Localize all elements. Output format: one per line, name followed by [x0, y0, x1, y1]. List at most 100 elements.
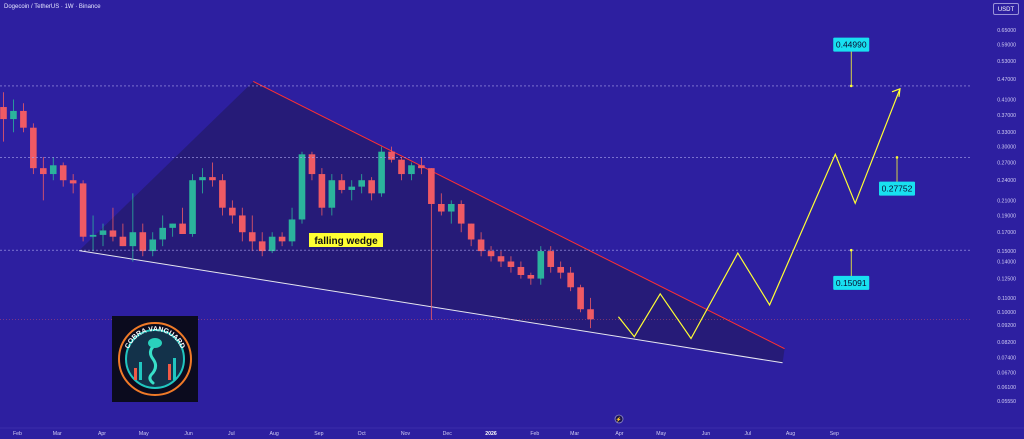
pattern-label-text: falling wedge	[314, 236, 378, 247]
candle-body	[189, 180, 196, 235]
candle-body	[487, 251, 495, 257]
target-anchor-dot	[849, 248, 853, 252]
event-marker-icon[interactable]	[614, 414, 624, 424]
price-tick-label: 0.06700	[997, 371, 1016, 377]
candle	[0, 92, 7, 142]
currency-button[interactable]: USDT	[993, 3, 1019, 15]
event-marker[interactable]: ⚡	[614, 414, 624, 424]
candle	[149, 232, 157, 257]
time-axis[interactable]: '25FebMarAprMayJunJulAugSepOctNovDec2026…	[0, 427, 1024, 437]
candle	[438, 193, 445, 216]
time-tick-label: Feb	[13, 431, 22, 437]
candle-body	[248, 232, 256, 242]
candle-body	[398, 159, 405, 175]
candle	[248, 215, 256, 252]
candle-body	[79, 183, 87, 237]
candle	[537, 246, 545, 285]
target-callout[interactable]: 0.44990	[833, 37, 870, 88]
candle	[30, 123, 37, 175]
candle-body	[149, 239, 157, 252]
target-box	[833, 37, 870, 52]
candle	[209, 162, 216, 187]
candle	[229, 200, 236, 224]
candle	[587, 297, 594, 329]
candle	[40, 156, 47, 201]
candle	[79, 180, 87, 242]
candle-body	[447, 203, 455, 212]
projection-path[interactable]	[617, 88, 901, 340]
candle	[408, 162, 415, 181]
candle	[477, 232, 485, 257]
candle	[268, 232, 276, 254]
candle	[10, 99, 17, 133]
price-tick-label: 0.17000	[997, 230, 1016, 236]
logo-bars	[134, 358, 176, 380]
candles-layer	[0, 92, 594, 329]
target-label: 0.15091	[836, 278, 867, 288]
price-tick-label: 0.41000	[997, 97, 1016, 103]
candle-body	[49, 165, 57, 175]
time-tick-label: Jul	[744, 431, 751, 437]
time-tick-label: Aug	[270, 431, 279, 437]
candle-body	[99, 230, 107, 235]
candle	[20, 103, 27, 133]
candle	[338, 174, 346, 194]
candle-body	[129, 232, 137, 247]
price-tick-label: 0.05550	[997, 399, 1016, 405]
candle	[577, 284, 584, 313]
candle	[278, 232, 286, 247]
candle	[517, 261, 525, 279]
candle	[428, 168, 435, 320]
candle	[358, 174, 365, 194]
candle	[388, 146, 395, 163]
candle-body	[537, 251, 545, 279]
candle-body	[30, 127, 37, 169]
target-callout[interactable]: 0.27752	[879, 156, 916, 196]
time-tick-label: Jul	[228, 431, 235, 437]
cobra-head-icon	[148, 338, 162, 348]
candle-body	[10, 110, 17, 120]
candle-body	[477, 239, 485, 252]
candle	[328, 174, 336, 216]
candle-body	[268, 236, 276, 252]
price-axis[interactable]: 0.65000 0.59000 0.53000 0.47000 0.41000 0.370…	[972, 0, 1024, 439]
candle-body	[69, 180, 77, 184]
cobra-vanguard-logo: COBRA VANGUARD	[112, 316, 198, 402]
price-tick-label: 0.47000	[997, 77, 1016, 83]
candle-body	[577, 287, 584, 310]
candle-body	[169, 223, 176, 228]
price-tick-label: 0.15000	[997, 249, 1016, 255]
candle	[567, 266, 574, 292]
candle	[348, 180, 356, 201]
candle	[109, 207, 117, 242]
upper-trendline[interactable]	[253, 81, 785, 350]
candle-body	[89, 234, 97, 237]
price-tick-label: 0.37000	[997, 113, 1016, 119]
time-tick-label: Oct	[358, 431, 367, 437]
time-tick-label: Mar	[570, 431, 579, 437]
candle-body	[209, 177, 216, 181]
candle-body	[239, 215, 246, 233]
pattern-label: falling wedge	[309, 233, 383, 247]
candle-body	[418, 165, 425, 169]
time-tick-label: Sep	[830, 431, 839, 437]
price-tick-label: 0.59000	[997, 43, 1016, 49]
target-callout[interactable]: 0.15091	[833, 248, 870, 290]
candle	[557, 261, 564, 279]
lower-trendline[interactable]	[79, 250, 783, 364]
projection-arrowhead-icon	[891, 87, 901, 97]
candle-body	[109, 230, 117, 237]
candle	[59, 162, 67, 187]
target-label: 0.27752	[882, 184, 913, 194]
candle	[288, 207, 296, 247]
candle	[378, 146, 385, 197]
candle-body	[507, 261, 515, 267]
price-tick-label: 0.07400	[997, 356, 1016, 362]
candle-body	[428, 168, 435, 204]
candle	[189, 174, 196, 237]
candle	[239, 207, 246, 242]
candle-body	[328, 180, 336, 208]
candle	[418, 156, 425, 175]
price-tick-label: 0.14000	[997, 259, 1016, 265]
